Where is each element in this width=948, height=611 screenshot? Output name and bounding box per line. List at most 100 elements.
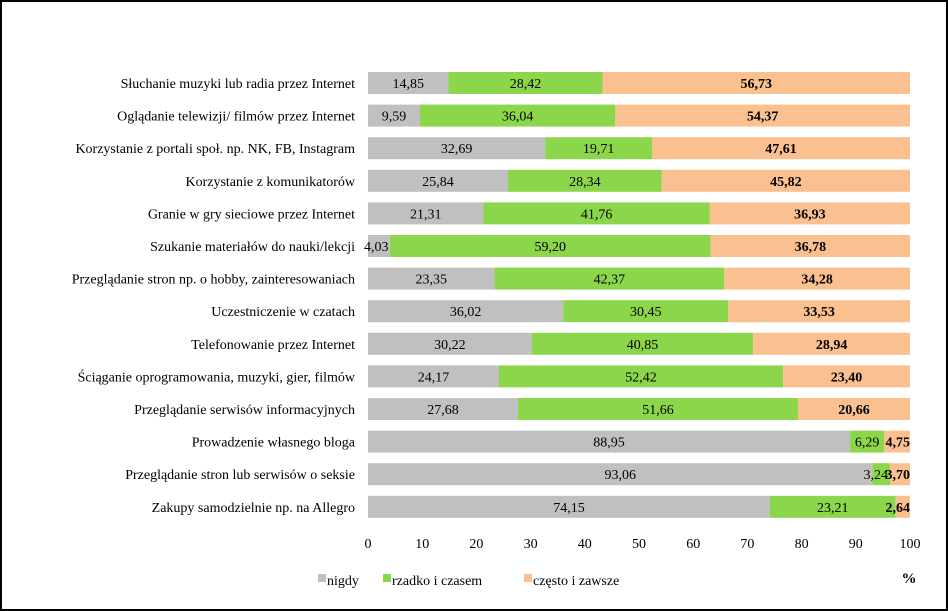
bar-segment	[368, 137, 546, 160]
legend-label: nigdy	[327, 574, 359, 589]
data-label: 56,73	[741, 77, 773, 92]
x-axis: 0 10 20 30 40 50 60 70 80 90 100	[365, 537, 921, 552]
category-label: Granie w gry sieciowe przez Internet	[148, 207, 355, 222]
x-tick-label: 0	[365, 537, 372, 552]
data-label: 40,85	[627, 338, 659, 353]
category-label: Prowadzenie własnego bloga	[192, 436, 356, 451]
data-label: 36,04	[502, 110, 534, 125]
bar-segment	[884, 430, 910, 453]
bar-segment	[531, 332, 754, 355]
data-label: 20,66	[838, 403, 870, 418]
x-tick-label: 100	[900, 537, 921, 552]
data-label: 28,42	[510, 77, 542, 92]
bars-group	[368, 72, 911, 518]
bar-segment	[563, 300, 729, 323]
data-label: 24,17	[418, 370, 450, 385]
legend-swatch	[383, 574, 391, 582]
category-label: Uczestniczenie w czatach	[211, 305, 355, 320]
bar-segment	[368, 300, 564, 323]
data-label: 2,64	[886, 501, 911, 516]
data-label: 88,95	[593, 436, 625, 451]
data-labels: 14,85 28,42 56,73 9,59 36,04 54,37 32,69 19,71 4…	[364, 77, 910, 516]
data-label: 19,71	[583, 142, 615, 157]
x-axis-unit-label: %	[902, 571, 917, 587]
category-label: Oglądanie telewizji/ filmów przez Intern…	[117, 110, 355, 125]
category-label: Szukanie materiałów do nauki/lekcji	[150, 240, 355, 255]
bar-segment	[728, 300, 910, 323]
data-label: 3,24	[863, 468, 888, 483]
x-tick-label: 70	[740, 537, 754, 552]
data-label: 6,29	[855, 436, 880, 451]
x-tick-label: 90	[849, 537, 863, 552]
data-label: 32,69	[441, 142, 473, 157]
bar-segment	[368, 332, 532, 355]
bar-segment	[545, 137, 653, 160]
bar-segment	[710, 235, 911, 257]
data-label: 52,42	[625, 370, 657, 385]
bar-segment	[368, 398, 519, 420]
bar-segment	[508, 169, 662, 192]
data-label: 36,93	[794, 207, 826, 222]
data-label: 93,06	[604, 468, 636, 483]
bar-segment	[850, 430, 885, 453]
data-label: 33,53	[803, 305, 835, 320]
bar-segment	[709, 202, 910, 225]
legend-swatch	[318, 574, 326, 582]
data-label: 30,45	[630, 305, 662, 320]
category-label: Korzystanie z komunikatorów	[185, 175, 355, 190]
data-label: 23,40	[831, 370, 863, 385]
bar-segment	[419, 104, 616, 127]
legend-label: często i zawsze	[533, 574, 619, 589]
x-tick-label: 50	[632, 537, 646, 552]
legend-swatch	[524, 574, 532, 582]
bar-segment	[895, 495, 910, 518]
bar-segment	[368, 104, 420, 127]
category-label: Zakupy samodzielnie np. na Allegro	[152, 501, 355, 516]
data-label: 9,59	[382, 110, 407, 125]
bar-segment	[483, 202, 710, 225]
x-tick-label: 10	[415, 537, 429, 552]
data-label: 25,84	[422, 175, 454, 190]
data-label: 34,28	[801, 273, 833, 288]
bar-segment	[872, 463, 890, 486]
bar-segment	[368, 202, 484, 225]
data-label: 30,22	[434, 338, 466, 353]
data-label: 74,15	[553, 501, 585, 516]
bar-segment	[494, 267, 725, 290]
category-label: Przeglądanie serwisów informacyjnych	[134, 403, 355, 418]
bar-segment	[724, 267, 910, 290]
bar-segment	[753, 332, 911, 355]
bar-segment	[652, 137, 911, 160]
bar-segment	[368, 365, 500, 388]
category-label: Telefonowanie przez Internet	[191, 338, 355, 353]
data-label: 4,03	[364, 240, 389, 255]
category-label: Przeglądanie stron np. o hobby, zaintere…	[72, 273, 355, 288]
data-label: 36,02	[450, 305, 482, 320]
data-label: 14,85	[392, 77, 424, 92]
data-label: 47,61	[765, 142, 797, 157]
bar-segment	[615, 104, 910, 127]
bar-segment	[518, 398, 799, 420]
data-label: 23,21	[817, 501, 849, 516]
category-label: Przeglądanie stron lub serwisów o seksie	[125, 468, 355, 483]
data-label: 45,82	[770, 175, 802, 190]
data-label: 27,68	[427, 403, 459, 418]
bar-segment	[448, 72, 603, 94]
x-tick-label: 20	[469, 537, 483, 552]
data-label: 51,66	[642, 403, 674, 418]
category-labels: Słuchanie muzyki lub radia przez Interne…	[72, 77, 356, 516]
x-tick-label: 30	[524, 537, 538, 552]
data-label: 54,37	[747, 110, 779, 125]
data-label: 23,35	[416, 273, 448, 288]
x-tick-label: 40	[578, 537, 592, 552]
data-label: 41,76	[581, 207, 613, 222]
bar-segment	[368, 72, 449, 94]
x-tick-label: 80	[795, 537, 809, 552]
bar-segment	[661, 169, 910, 192]
data-label: 28,94	[816, 338, 848, 353]
bar-segment	[602, 72, 910, 94]
data-label: 28,34	[569, 175, 601, 190]
category-label: Ściąganie oprogramowania, muzyki, gier, …	[78, 368, 356, 385]
category-label: Słuchanie muzyki lub radia przez Interne…	[121, 77, 356, 92]
legend: nigdy rzadko i czasem często i zawsze	[318, 574, 619, 589]
